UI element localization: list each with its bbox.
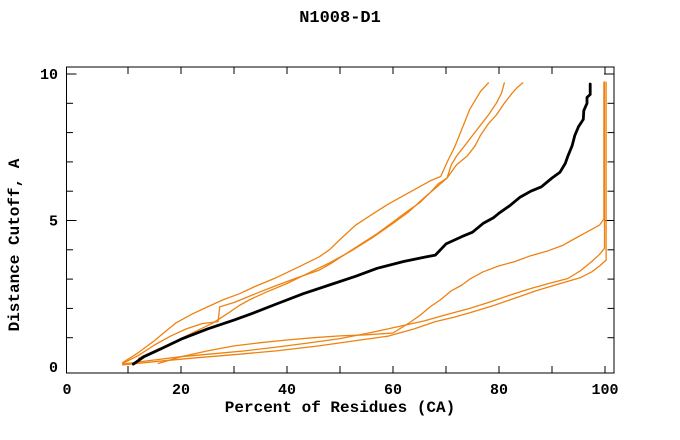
x-tick-label: 40 [278, 382, 296, 399]
series-line-model-a3 [137, 82, 524, 359]
series-line-model-c [157, 81, 605, 365]
plot-frame [66, 66, 615, 374]
x-axis-title: Percent of Residues (CA) [224, 399, 456, 417]
series-line-model-a2 [122, 82, 505, 365]
x-tick-label: 0 [62, 382, 71, 399]
x-tick-label: 60 [384, 382, 402, 399]
series-line-model-b1 [122, 81, 606, 365]
y-tick-label: 10 [40, 67, 58, 84]
y-tick-label: 5 [49, 214, 58, 231]
chart-title: N1008-D1 [299, 9, 381, 28]
x-tick-label: 80 [490, 382, 508, 399]
series-line-reference-black [131, 82, 592, 366]
x-tick-label: 20 [172, 382, 190, 399]
series-line-model-b2 [122, 81, 607, 366]
y-tick-label: 0 [49, 360, 58, 377]
series-line-model-a1 [122, 82, 490, 364]
x-tick-label: 100 [591, 382, 618, 399]
